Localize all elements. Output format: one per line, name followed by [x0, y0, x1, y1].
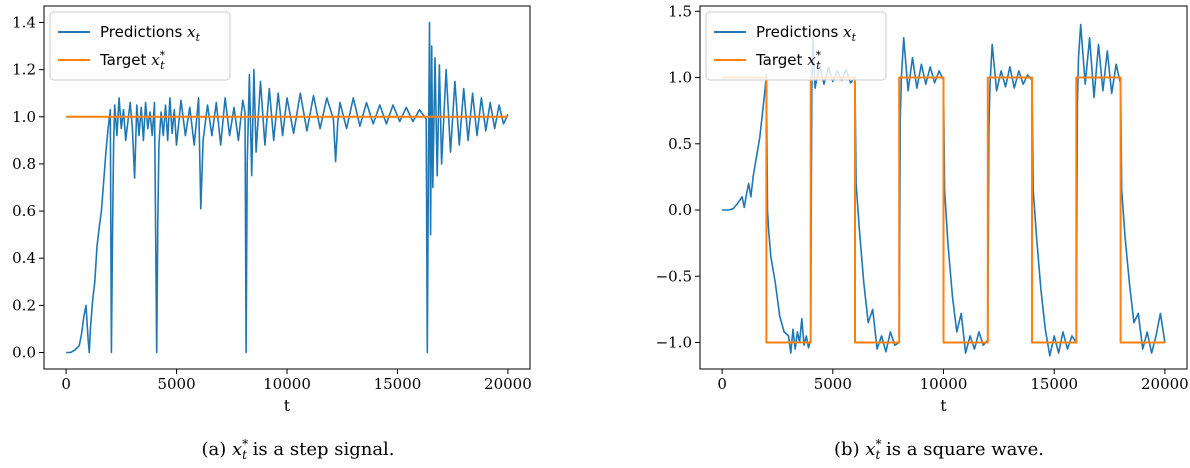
y-tick-label: 1.0 [12, 108, 36, 126]
legend-series-name: Predictions [100, 23, 183, 41]
legend-box [49, 11, 231, 81]
x-tick-label: 15000 [1030, 375, 1078, 393]
x-axis-label: t [940, 396, 947, 415]
math-subscript: t [196, 31, 201, 44]
y-tick-label: 1.5 [668, 2, 692, 20]
series-group [722, 23, 1166, 357]
math-subscript: t [852, 31, 857, 44]
caption-subscript: t [875, 448, 880, 462]
x-tick-label: 0 [61, 375, 71, 393]
legend-label-predictions: Predictions xt [100, 23, 201, 44]
series-line-predictions [66, 21, 509, 354]
legend-series-name: Target [99, 51, 147, 69]
caption-superscript: * [242, 437, 248, 451]
legend-label-target: Target x* t [99, 49, 166, 72]
y-tick-label: −0.5 [656, 267, 692, 285]
math-subscript: t [160, 59, 165, 72]
x-tick-label: 0 [717, 375, 727, 393]
y-tick-label: 0.6 [12, 202, 36, 220]
legend-series-name: Target [755, 51, 803, 69]
caption-prefix: (a) [201, 439, 232, 460]
figure-caption: (a) x* t is a step signal. [201, 437, 394, 462]
math-variable: x [187, 23, 196, 41]
x-tick-label: 15000 [374, 375, 422, 393]
caption-prefix: (b) [834, 439, 865, 460]
x-tick-label: 5000 [814, 375, 852, 393]
x-tick-label: 10000 [920, 375, 968, 393]
series-group [66, 21, 509, 354]
figure-caption: (b) x* t is a square wave. [834, 437, 1044, 462]
legend-label-target: Target x* t [755, 49, 822, 72]
y-tick-label: 0.4 [12, 249, 36, 267]
x-tick-label: 20000 [1141, 375, 1189, 393]
caption-subscript: t [242, 448, 247, 462]
caption-suffix: is a square wave. [880, 439, 1044, 460]
math-superscript: * [816, 49, 822, 62]
chart-step-signal: 0 5000 10000 15000 20000 0.0 0.2 0.4 0.6 0.8 1.0 1.… [12, 5, 532, 462]
y-tick-label: 0.0 [668, 201, 692, 219]
math-variable: x [843, 23, 852, 41]
series-line-target [722, 76, 1165, 344]
y-tick-label: −1.0 [656, 334, 692, 352]
caption-superscript: * [875, 437, 881, 451]
y-tick-label: 0.0 [12, 344, 36, 362]
x-axis-label: t [284, 396, 291, 415]
legend-series-name: Predictions [756, 23, 839, 41]
y-tick-label: 1.2 [12, 61, 36, 79]
math-variable: x [151, 51, 160, 69]
x-tick-label: 20000 [484, 375, 532, 393]
math-subscript: t [816, 59, 821, 72]
caption-suffix: is a step signal. [247, 439, 395, 460]
caption-variable: x [232, 439, 242, 460]
y-tick-label: 0.5 [668, 135, 692, 153]
series-line-predictions [722, 23, 1166, 357]
math-superscript: * [160, 49, 166, 62]
y-tick-label: 1.4 [12, 14, 36, 32]
caption-variable: x [865, 439, 875, 460]
y-tick-label: 0.2 [12, 296, 36, 314]
x-tick-label: 10000 [263, 375, 311, 393]
x-tick-label: 5000 [157, 375, 195, 393]
legend-label-predictions: Predictions xt [756, 23, 857, 44]
math-variable: x [807, 51, 816, 69]
y-tick-label: 1.0 [668, 69, 692, 87]
legend-box [705, 11, 887, 81]
chart-square-wave: 0 5000 10000 15000 20000 −1.0 −0.5 0.0 0.5 1.0 1.5… [656, 2, 1189, 462]
y-tick-label: 0.8 [12, 155, 36, 173]
